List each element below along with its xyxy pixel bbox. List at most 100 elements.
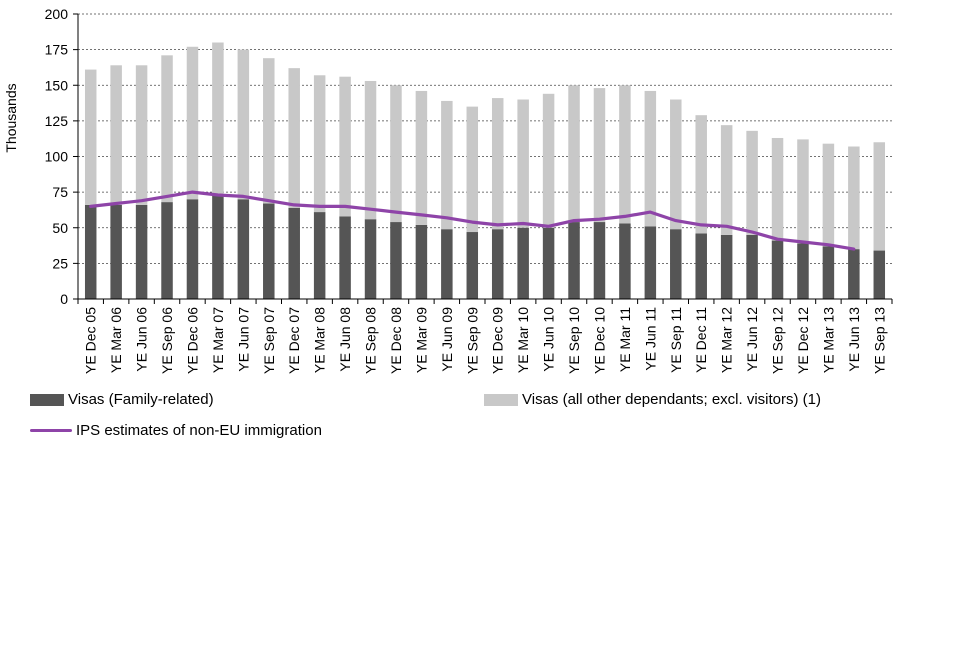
bar-family-visas: [848, 249, 860, 299]
x-tick-label: YE Mar 06: [108, 307, 124, 373]
bar-other-dependants: [645, 91, 657, 226]
y-tick-label: 125: [45, 113, 69, 129]
x-tick-label: YE Sep 07: [261, 307, 277, 374]
x-tick-label: YE Mar 11: [617, 307, 633, 372]
bar-other-dependants: [670, 100, 682, 230]
y-tick-label: 175: [45, 42, 69, 58]
legend-swatch-other-dependants: [484, 394, 518, 406]
bar-family-visas: [492, 229, 504, 299]
x-tick-label: YE Dec 12: [795, 307, 811, 374]
bar-other-dependants: [619, 85, 631, 223]
bar-family-visas: [874, 251, 886, 299]
bar-family-visas: [263, 204, 275, 299]
x-tick-label: YE Dec 10: [591, 307, 607, 374]
bar-family-visas: [314, 212, 326, 299]
bar-family-visas: [619, 223, 631, 299]
bar-family-visas: [467, 232, 479, 299]
legend-label-other-dependants: Visas (all other dependants; excl. visit…: [522, 391, 821, 408]
x-tick-label: YE Sep 10: [566, 307, 582, 374]
bar-other-dependants: [212, 43, 224, 195]
bar-family-visas: [543, 228, 555, 299]
x-tick-label: YE Dec 07: [286, 307, 302, 374]
gridlines: [78, 14, 892, 263]
bar-other-dependants: [441, 101, 453, 229]
bar-other-dependants: [772, 138, 784, 241]
bar-other-dependants: [517, 100, 529, 228]
bar-family-visas: [517, 228, 529, 299]
bar-family-visas: [823, 246, 835, 299]
bar-other-dependants: [187, 47, 199, 199]
x-tick-label: YE Dec 11: [693, 307, 709, 373]
bar-family-visas: [212, 195, 224, 299]
bar-other-dependants: [390, 85, 402, 222]
legend-label-ips: IPS estimates of non-EU immigration: [76, 422, 322, 439]
bar-other-dependants: [467, 107, 479, 232]
x-tick-label: YE Mar 09: [413, 307, 429, 373]
bar-other-dependants: [238, 50, 250, 200]
x-tick-label: YE Mar 13: [820, 307, 836, 373]
x-tick-label: YE Dec 05: [83, 307, 99, 374]
x-tick-label: YE Jun 11: [642, 307, 658, 371]
x-tick-label: YE Sep 13: [871, 307, 887, 374]
x-tick-label: YE Mar 10: [515, 307, 531, 373]
x-tick-label: YE Sep 12: [770, 307, 786, 374]
bar-family-visas: [161, 202, 173, 299]
bar-other-dependants: [568, 85, 580, 222]
bar-other-dependants: [594, 88, 606, 222]
bars: [85, 43, 885, 300]
bar-other-dependants: [848, 147, 860, 250]
x-tick-label: YE Jun 09: [439, 307, 455, 372]
legend-other-dependants: Visas (all other dependants; excl. visit…: [484, 391, 821, 408]
y-tick-label: 25: [52, 255, 68, 271]
bar-other-dependants: [161, 55, 173, 202]
bar-family-visas: [797, 243, 809, 299]
y-tick-label: 0: [60, 291, 68, 307]
bar-family-visas: [390, 222, 402, 299]
y-tick-label: 75: [52, 184, 68, 200]
bar-other-dependants: [695, 115, 707, 233]
bar-family-visas: [339, 216, 351, 299]
bar-family-visas: [441, 229, 453, 299]
y-tick-label: 200: [45, 6, 69, 22]
bar-family-visas: [772, 241, 784, 299]
x-tick-label: YE Mar 08: [312, 307, 328, 373]
bar-other-dependants: [339, 77, 351, 217]
x-tick-label: YE Sep 08: [363, 307, 379, 374]
bar-family-visas: [645, 226, 657, 299]
bar-family-visas: [746, 235, 758, 299]
bar-other-dependants: [543, 94, 555, 228]
x-tick-label: YE Mar 12: [719, 307, 735, 373]
x-tick-label: YE Dec 09: [490, 307, 506, 374]
legend-family-visas: Visas (Family-related): [30, 391, 214, 408]
bar-other-dependants: [797, 139, 809, 243]
y-axis-label: Thousands: [3, 83, 19, 152]
bar-other-dependants: [721, 125, 733, 235]
x-tick-label: YE Jun 12: [744, 307, 760, 372]
bar-family-visas: [721, 235, 733, 299]
bar-family-visas: [695, 233, 707, 299]
bar-family-visas: [594, 222, 606, 299]
legend-swatch-ips: [30, 429, 72, 432]
x-tick-label: YE Dec 06: [184, 307, 200, 374]
legend-ips-estimates: IPS estimates of non-EU immigration: [30, 422, 322, 439]
bar-other-dependants: [263, 58, 275, 203]
bar-other-dependants: [85, 70, 97, 205]
bar-family-visas: [238, 199, 250, 299]
x-tick-label: YE Jun 08: [337, 307, 353, 372]
bar-other-dependants: [492, 98, 504, 229]
x-tick-label: YE Mar 07: [210, 307, 226, 373]
bar-family-visas: [136, 205, 148, 299]
legend-swatch-family: [30, 394, 64, 406]
x-tick-label: YE Sep 11: [668, 307, 684, 373]
bar-family-visas: [568, 222, 580, 299]
x-tick-label: YE Dec 08: [388, 307, 404, 374]
x-tick-label: YE Jun 06: [134, 307, 150, 372]
bar-other-dependants: [416, 91, 428, 225]
bar-family-visas: [288, 208, 300, 299]
bar-other-dependants: [823, 144, 835, 247]
x-tick-label: YE Sep 09: [464, 307, 480, 374]
bar-other-dependants: [746, 131, 758, 235]
bar-other-dependants: [874, 142, 886, 250]
bar-other-dependants: [110, 65, 122, 205]
